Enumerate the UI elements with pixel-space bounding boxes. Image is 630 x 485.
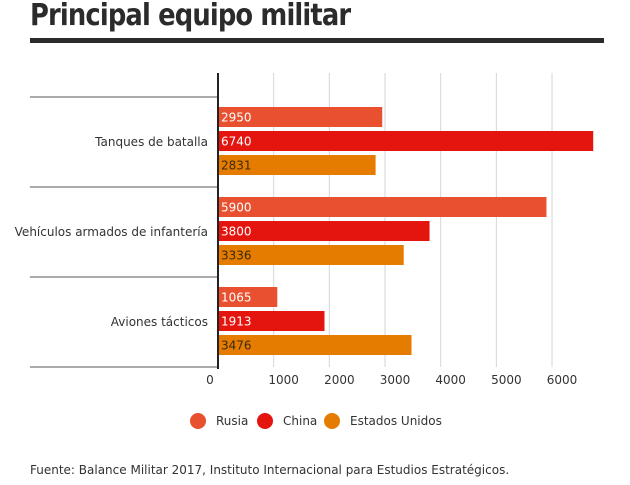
bar <box>218 221 430 241</box>
x-tick-label-6000: 6000 <box>547 373 578 387</box>
bar-value-label: 5900 <box>221 201 252 215</box>
legend-item-china: China <box>257 410 317 432</box>
bar <box>218 335 412 355</box>
category-label: Tanques de batalla <box>94 135 208 149</box>
category-label: Vehículos armados de infantería <box>15 225 208 239</box>
axis-layer: 0 1000 2000 3000 4000 5000 6000 Tanques de bata… <box>15 73 578 387</box>
bar <box>218 197 547 217</box>
source-note: Fuente: Balance Militar 2017, Instituto … <box>30 463 510 477</box>
x-tick-label-5000: 5000 <box>491 373 522 387</box>
bar <box>218 311 325 331</box>
legend-label-china: China <box>283 414 318 428</box>
bar-chart: 2950 6740 2831 5900 3800 3336 1065 1913 3476 0 10… <box>15 73 594 387</box>
legend-item-estados-unidos: Estados Unidos <box>324 410 442 432</box>
bar-value-label: 3476 <box>221 339 252 353</box>
bar-value-label: 2950 <box>221 111 252 125</box>
bar <box>218 107 383 127</box>
bar-layer: 2950 6740 2831 5900 3800 3336 1065 1913 3476 <box>218 107 594 355</box>
bar <box>218 155 376 175</box>
legend-swatch-rusia <box>190 413 206 429</box>
chart-title: Principal equipo militar <box>30 0 351 33</box>
legend-swatch-estados-unidos <box>324 413 340 429</box>
legend-item-rusia: Rusia <box>190 410 248 432</box>
bar-value-label: 1913 <box>221 315 252 329</box>
legend-swatch-china <box>257 413 273 429</box>
title-rule <box>30 38 604 43</box>
x-tick-label-4000: 4000 <box>435 373 466 387</box>
x-tick-label-3000: 3000 <box>380 373 411 387</box>
bar-value-label: 2831 <box>221 159 252 173</box>
legend: Rusia China Estados Unidos <box>0 410 630 432</box>
x-tick-label-0: 0 <box>206 373 214 387</box>
bar <box>218 287 278 307</box>
bar <box>218 245 404 265</box>
bar-value-label: 6740 <box>221 135 252 149</box>
legend-label-rusia: Rusia <box>216 414 249 428</box>
category-label: Aviones tácticos <box>111 315 208 329</box>
legend-label-estados-unidos: Estados Unidos <box>350 414 442 428</box>
x-tick-label-1000: 1000 <box>268 373 299 387</box>
x-tick-label-2000: 2000 <box>324 373 355 387</box>
bar-value-label: 3800 <box>221 225 252 239</box>
bar <box>218 131 594 151</box>
bar-value-label: 3336 <box>221 249 252 263</box>
bar-value-label: 1065 <box>221 291 252 305</box>
